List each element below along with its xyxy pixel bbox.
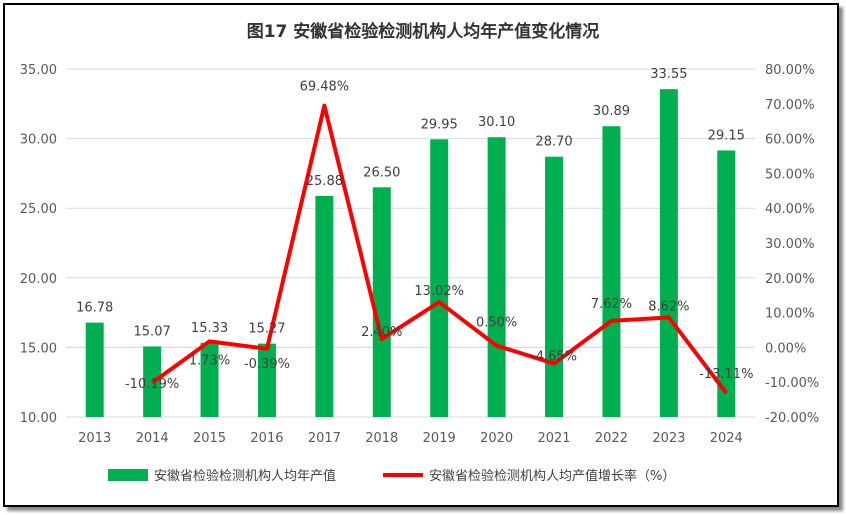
- left-tick-label: 35.00: [20, 63, 57, 78]
- x-tick-label: 2017: [308, 431, 341, 446]
- right-tick-label: 50.00%: [765, 167, 815, 182]
- bar-data-label: 28.70: [535, 135, 572, 150]
- bar: [487, 137, 506, 417]
- left-tick-label: 30.00: [20, 133, 57, 148]
- legend: 安徽省检验检测机构人均年产值 安徽省检验检测机构人均产值增长率（%）: [108, 468, 675, 484]
- bar: [602, 126, 621, 418]
- bar-data-label: 33.55: [650, 67, 687, 82]
- x-tick-label: 2013: [78, 431, 111, 446]
- right-tick-label: 80.00%: [765, 63, 815, 78]
- left-tick-label: 25.00: [20, 202, 57, 217]
- bar-data-label: 15.33: [191, 321, 228, 336]
- right-tick-label: -10.00%: [765, 376, 819, 391]
- bar: [85, 322, 104, 417]
- x-tick-label: 2018: [365, 431, 398, 446]
- right-tick-label: 60.00%: [765, 133, 815, 148]
- bar-data-label: 15.27: [248, 322, 285, 337]
- right-tick-label: 0.00%: [765, 341, 806, 356]
- bar-data-label: 29.95: [421, 117, 458, 132]
- bar: [372, 187, 391, 417]
- line-data-label: -0.39%: [244, 357, 290, 372]
- right-tick-label: -20.00%: [765, 411, 819, 426]
- x-tick-label: 2014: [136, 431, 169, 446]
- right-tick-label: 70.00%: [765, 98, 815, 113]
- bar: [430, 139, 449, 417]
- bar-data-label: 25.88: [306, 174, 343, 189]
- line-data-label: 0.50%: [476, 316, 517, 331]
- bar-data-label: 16.78: [76, 301, 113, 316]
- line-data-label: 13.02%: [414, 284, 464, 299]
- line-data-label: -13.11%: [699, 367, 753, 382]
- line-data-label: -4.65%: [531, 350, 577, 365]
- right-tick-label: 30.00%: [765, 237, 815, 252]
- x-tick-label: 2023: [652, 431, 685, 446]
- bar: [200, 342, 219, 417]
- bar: [257, 343, 276, 417]
- line-data-label: 1.73%: [189, 353, 230, 368]
- x-tick-label: 2015: [193, 431, 226, 446]
- right-tick-label: 10.00%: [765, 307, 815, 322]
- line-data-label: 69.48%: [300, 80, 350, 95]
- x-tick-label: 2020: [480, 431, 513, 446]
- x-tick-label: 2022: [595, 431, 628, 446]
- bar-data-label: 29.15: [708, 128, 745, 143]
- legend-line-label: 安徽省检验检测机构人均产值增长率（%）: [429, 468, 675, 484]
- bar-data-label: 15.07: [134, 324, 171, 339]
- x-tick-label: 2021: [537, 431, 570, 446]
- bar: [315, 195, 334, 417]
- x-tick-label: 2019: [423, 431, 456, 446]
- line-data-label: -10.19%: [125, 377, 179, 392]
- left-tick-label: 20.00: [20, 272, 57, 287]
- bar: [717, 150, 736, 417]
- right-tick-label: 20.00%: [765, 272, 815, 287]
- bar-data-label: 30.89: [593, 104, 630, 119]
- legend-bar-label: 安徽省检验检测机构人均年产值: [154, 468, 336, 484]
- legend-bar-swatch: [108, 469, 148, 481]
- bar: [545, 156, 564, 418]
- bar-data-label: 30.10: [478, 115, 515, 130]
- bar: [659, 89, 678, 418]
- line-data-label: 8.62%: [648, 299, 689, 314]
- left-tick-label: 10.00: [20, 411, 57, 426]
- x-tick-label: 2016: [250, 431, 283, 446]
- chart-frame: [3, 3, 839, 507]
- bar-data-label: 26.50: [363, 165, 400, 180]
- line-data-label: 2.40%: [361, 325, 402, 340]
- line-data-label: 7.62%: [591, 297, 632, 312]
- x-tick-label: 2024: [710, 431, 743, 446]
- chart-title: 图17 安徽省检验检测机构人均年产值变化情况: [247, 21, 600, 42]
- left-tick-label: 15.00: [20, 341, 57, 356]
- right-tick-label: 40.00%: [765, 202, 815, 217]
